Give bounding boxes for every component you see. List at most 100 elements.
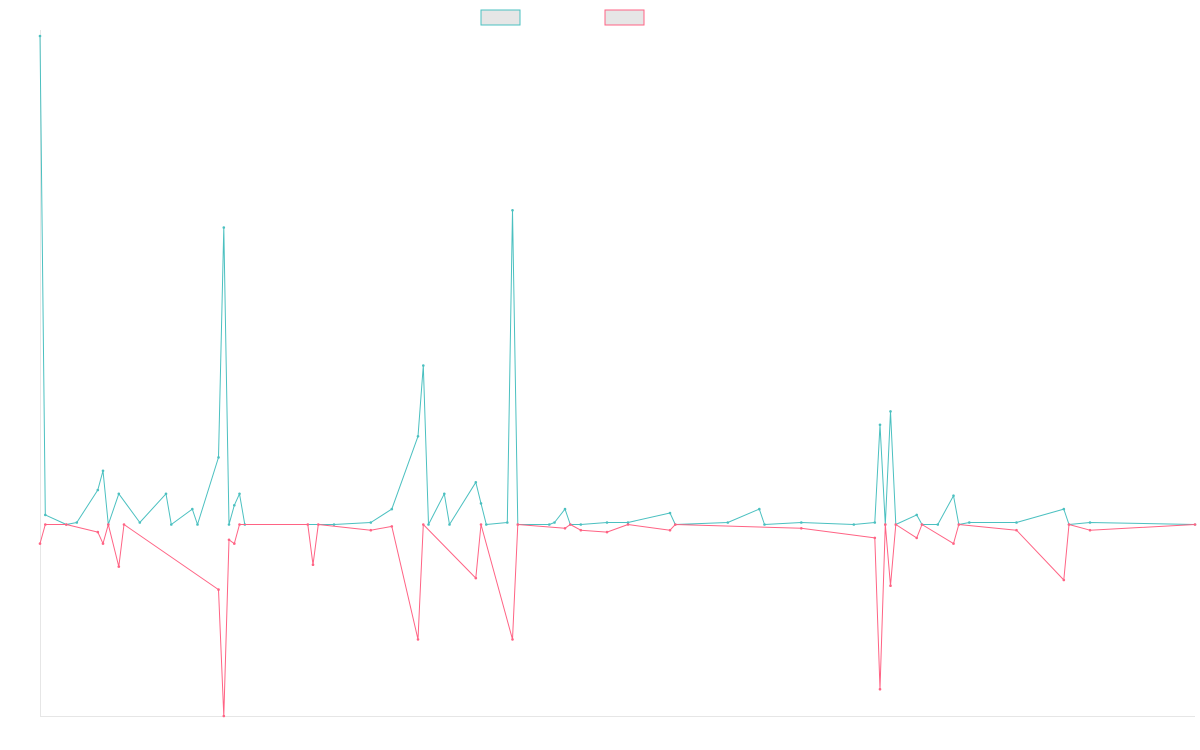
data-point-1-8[interactable]: [217, 588, 220, 591]
data-point-1-9[interactable]: [222, 714, 226, 718]
data-point-1-10[interactable]: [227, 538, 231, 542]
data-point-1-4[interactable]: [101, 542, 105, 545]
data-point-1-22[interactable]: [511, 638, 514, 641]
data-point-0-28[interactable]: [479, 502, 483, 505]
data-point-0-1[interactable]: [44, 513, 47, 517]
data-point-1-35[interactable]: [889, 584, 892, 587]
data-point-1-44[interactable]: [1088, 528, 1092, 532]
data-point-1-18[interactable]: [416, 638, 420, 641]
data-point-1-23[interactable]: [516, 523, 520, 526]
data-point-0-57[interactable]: [968, 521, 971, 524]
data-point-1-14[interactable]: [311, 563, 315, 566]
data-point-0-31[interactable]: [511, 209, 514, 212]
data-point-0-12[interactable]: [196, 523, 199, 526]
data-point-1-3[interactable]: [96, 530, 100, 534]
data-point-0-48[interactable]: [878, 423, 882, 427]
data-point-0-55[interactable]: [952, 494, 955, 498]
data-point-0-29[interactable]: [485, 523, 488, 526]
data-point-0-38[interactable]: [605, 521, 609, 524]
data-point-1-2[interactable]: [65, 523, 68, 526]
data-point-1-17[interactable]: [390, 525, 394, 528]
data-point-0-33[interactable]: [548, 523, 551, 526]
data-point-1-24[interactable]: [563, 527, 567, 530]
data-point-0-13[interactable]: [217, 456, 220, 459]
data-point-0-42[interactable]: [726, 521, 730, 524]
data-point-1-34[interactable]: [884, 523, 887, 526]
data-point-1-37[interactable]: [915, 536, 918, 540]
data-point-0-43[interactable]: [758, 507, 761, 511]
data-point-1-19[interactable]: [422, 523, 425, 526]
data-point-1-29[interactable]: [668, 528, 672, 532]
data-point-1-28[interactable]: [626, 523, 630, 526]
data-point-0-52[interactable]: [915, 513, 918, 517]
data-point-0-34[interactable]: [553, 521, 556, 524]
data-point-1-11[interactable]: [233, 542, 236, 545]
data-point-1-21[interactable]: [479, 523, 483, 526]
data-point-0-21[interactable]: [390, 507, 394, 511]
data-point-1-42[interactable]: [1062, 578, 1066, 582]
data-point-0-22[interactable]: [416, 435, 420, 438]
data-point-0-24[interactable]: [427, 523, 430, 526]
data-point-0-45[interactable]: [800, 521, 803, 524]
data-point-1-26[interactable]: [579, 528, 583, 532]
data-point-0-4[interactable]: [96, 488, 100, 492]
data-point-0-17[interactable]: [238, 492, 241, 496]
data-point-0-5[interactable]: [101, 469, 105, 473]
data-point-0-30[interactable]: [506, 521, 509, 524]
data-point-0-20[interactable]: [369, 521, 373, 524]
data-point-0-25[interactable]: [443, 492, 446, 496]
data-point-1-6[interactable]: [117, 565, 121, 568]
data-point-1-31[interactable]: [800, 527, 803, 530]
data-point-0-15[interactable]: [227, 523, 231, 526]
data-point-1-45[interactable]: [1193, 523, 1197, 526]
data-point-0-44[interactable]: [763, 523, 766, 526]
data-point-1-0[interactable]: [38, 542, 42, 545]
data-point-1-41[interactable]: [1015, 528, 1018, 532]
data-point-0-37[interactable]: [579, 523, 583, 526]
data-point-0-54[interactable]: [936, 523, 940, 526]
data-point-1-7[interactable]: [122, 523, 126, 526]
data-point-1-32[interactable]: [873, 536, 877, 540]
data-point-0-50[interactable]: [889, 410, 892, 413]
data-point-0-61[interactable]: [1088, 521, 1092, 524]
data-point-0-9[interactable]: [164, 492, 168, 496]
data-point-1-40[interactable]: [957, 523, 961, 526]
data-point-0-10[interactable]: [170, 523, 173, 526]
data-point-0-40[interactable]: [668, 511, 672, 515]
data-point-0-46[interactable]: [852, 523, 856, 526]
data-point-1-43[interactable]: [1067, 523, 1071, 526]
data-point-0-47[interactable]: [873, 521, 877, 524]
data-point-0-7[interactable]: [117, 492, 121, 496]
data-point-0-59[interactable]: [1062, 507, 1066, 511]
data-point-1-27[interactable]: [605, 530, 609, 534]
data-point-1-36[interactable]: [894, 523, 898, 526]
series-line-0: [39, 35, 1196, 525]
data-point-0-58[interactable]: [1015, 521, 1018, 524]
data-point-0-19[interactable]: [332, 523, 336, 526]
data-point-1-20[interactable]: [474, 576, 478, 580]
data-point-0-23[interactable]: [422, 364, 425, 367]
data-point-0-26[interactable]: [448, 523, 451, 526]
data-point-0-35[interactable]: [563, 507, 567, 511]
data-point-1-33[interactable]: [878, 687, 882, 691]
data-point-0-11[interactable]: [191, 507, 194, 511]
data-point-1-25[interactable]: [569, 523, 572, 526]
data-point-0-8[interactable]: [138, 521, 142, 524]
plot-area: [38, 34, 1197, 718]
data-point-1-38[interactable]: [920, 523, 924, 526]
data-point-0-39[interactable]: [626, 521, 630, 524]
data-point-0-14[interactable]: [222, 226, 226, 229]
data-point-1-13[interactable]: [306, 523, 310, 526]
data-point-1-30[interactable]: [674, 523, 677, 526]
data-point-1-39[interactable]: [952, 542, 955, 545]
data-point-1-12[interactable]: [238, 523, 241, 526]
data-point-0-0[interactable]: [38, 34, 42, 38]
data-point-0-27[interactable]: [474, 481, 478, 484]
data-point-1-1[interactable]: [44, 523, 47, 526]
data-point-0-3[interactable]: [75, 521, 79, 524]
data-point-1-5[interactable]: [107, 523, 110, 526]
legend[interactable]: [480, 9, 645, 26]
data-point-1-16[interactable]: [369, 528, 373, 532]
data-point-0-16[interactable]: [233, 504, 236, 507]
data-point-1-15[interactable]: [317, 523, 320, 526]
